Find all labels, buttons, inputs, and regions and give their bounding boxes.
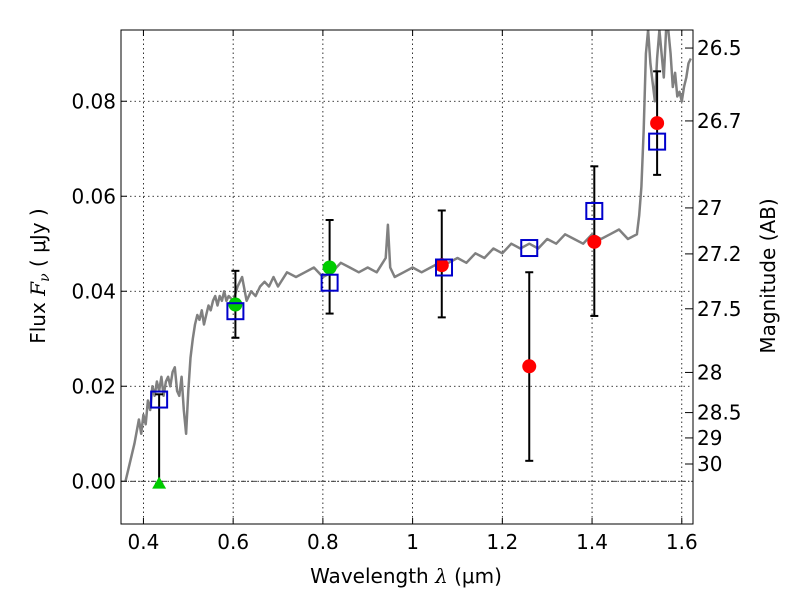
x-tick-label: 0.4 [128,530,160,554]
grid [121,30,693,524]
model-point [648,132,667,151]
y-tick-label: 0.02 [71,374,116,398]
model-point [520,239,539,258]
data-point [322,260,337,275]
data-point [434,258,449,273]
data-point [228,297,243,312]
model-point [585,201,604,220]
y2-tick-label: 27.2 [697,242,742,266]
data-point [587,234,602,249]
y-tick-label: 0.06 [71,184,116,208]
plot-frame [120,29,694,525]
y2-tick-label: 26.7 [697,109,742,133]
data-point [522,359,537,374]
data-point [650,116,665,131]
model-point [150,390,169,409]
x-tick-label: 1.2 [486,530,518,554]
model-sed-line [124,30,692,482]
clipped-plot [124,30,692,485]
y2-tick-label: 30 [697,452,722,476]
y2-tick-label: 29 [697,426,722,450]
y2-tick-label: 28.5 [697,401,742,425]
y2-tick-label: 27.5 [697,297,742,321]
x-tick-label: 0.6 [217,530,249,554]
y-tick-label: 0.00 [71,469,116,493]
x-tick-label: 1 [406,530,419,554]
x-tick-label: 1.6 [666,530,698,554]
plot-area [124,30,692,489]
y-tick-label: 0.04 [71,279,116,303]
model-point [226,302,245,321]
x-tick-label: 0.8 [307,530,339,554]
tick-labels: 0.4 0.6 0.8 1 1.2 1.4 1.6 0.00 0.02 0.04 0.06 0.08 2… [71,36,741,554]
y-tick-label: 0.08 [71,89,116,113]
y2-tick-label: 27 [697,196,722,220]
y2-tick-label: 26.5 [697,36,742,60]
axis-ticks [121,30,693,524]
upper-limit-point [152,476,167,489]
model-point [320,273,339,292]
model-point [435,258,454,277]
x-axis-label: Wavelength λ (μm) [310,564,502,588]
y-axis-label: Flux Fν ( μJy ) [26,208,53,344]
y2-tick-label: 28 [697,360,722,384]
x-tick-label: 1.4 [576,530,608,554]
y2-axis-label: Magnitude (AB) [756,198,780,353]
